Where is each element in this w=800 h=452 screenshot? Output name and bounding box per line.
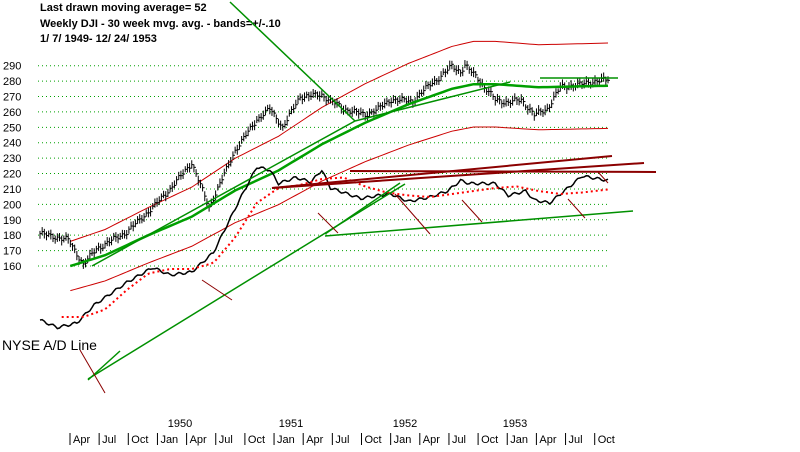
y-tick-label: 250	[3, 122, 21, 134]
x-month-label: Jan	[277, 434, 295, 446]
x-year-label: 1952	[393, 418, 417, 430]
x-year-label: 1951	[279, 418, 303, 430]
trend-line-green	[87, 350, 121, 381]
y-tick-label: 170	[3, 246, 21, 258]
header-date-range: 1/ 7/ 1949- 12/ 24/ 1953	[40, 33, 157, 45]
x-month-label: Oct	[481, 434, 498, 446]
x-month-label: Oct	[365, 434, 382, 446]
y-tick-label: 220	[3, 169, 21, 181]
y-tick-label: 270	[3, 92, 21, 104]
x-month-label: Apr	[306, 434, 323, 446]
upper-band-line	[70, 40, 609, 242]
moving-average-line	[69, 82, 609, 268]
header-moving-average-line: Last drawn moving average= 52	[40, 2, 207, 14]
x-month-label: Apr	[190, 434, 207, 446]
breakdown-tick-line	[201, 279, 233, 301]
trend-line-green	[324, 182, 401, 235]
y-tick-label: 280	[3, 76, 21, 88]
x-month-label: Jan	[510, 434, 528, 446]
trend-line-green	[87, 183, 406, 380]
x-month-label: Oct	[248, 434, 265, 446]
trend-line-green	[324, 210, 634, 237]
x-year-label: 1950	[168, 418, 192, 430]
ad-line-label: NYSE A/D Line	[2, 337, 97, 353]
x-month-label: Apr	[73, 434, 90, 446]
y-tick-label: 240	[3, 138, 21, 150]
x-month-label: Jan	[160, 434, 178, 446]
breakdown-tick-line	[79, 349, 106, 394]
y-tick-label: 160	[3, 261, 21, 273]
y-tick-label: 230	[3, 153, 21, 165]
y-tick-label: 210	[3, 184, 21, 196]
price-bars-group	[39, 60, 610, 269]
y-tick-label: 200	[3, 199, 21, 211]
ad-moving-average-dotted-line	[61, 176, 609, 318]
x-month-label: Oct	[131, 434, 148, 446]
breakdown-tick-line	[567, 198, 586, 219]
x-month-label: Oct	[598, 434, 615, 446]
x-month-label: Apr	[539, 434, 556, 446]
trend-line-green	[91, 120, 356, 267]
trend-line-green	[354, 81, 511, 122]
ad-line	[39, 166, 609, 330]
x-month-label: Jul	[335, 434, 349, 446]
x-month-label: Jul	[102, 434, 116, 446]
x-month-label: Apr	[423, 434, 440, 446]
y-tick-label: 290	[3, 61, 21, 73]
breakdown-tick-line	[597, 171, 609, 184]
header-chart-title: Weekly DJI - 30 week mvg. avg. - bands=+…	[40, 18, 281, 30]
x-month-label: Jul	[219, 434, 233, 446]
y-tick-label: 260	[3, 107, 21, 119]
y-tick-label: 180	[3, 230, 21, 242]
x-year-label: 1953	[503, 418, 527, 430]
y-tick-label: 190	[3, 215, 21, 227]
trend-line-dark-red	[271, 162, 645, 189]
trend-line-green	[229, 1, 356, 122]
x-month-label: Jan	[394, 434, 412, 446]
breakdown-tick-line	[394, 193, 431, 235]
lower-band-line	[70, 126, 609, 292]
breakdown-tick-line	[317, 212, 339, 234]
x-month-label: Jul	[452, 434, 466, 446]
breakdown-tick-line	[461, 199, 483, 223]
trend-line-dark-red	[349, 170, 657, 173]
x-month-label: Jul	[569, 434, 583, 446]
